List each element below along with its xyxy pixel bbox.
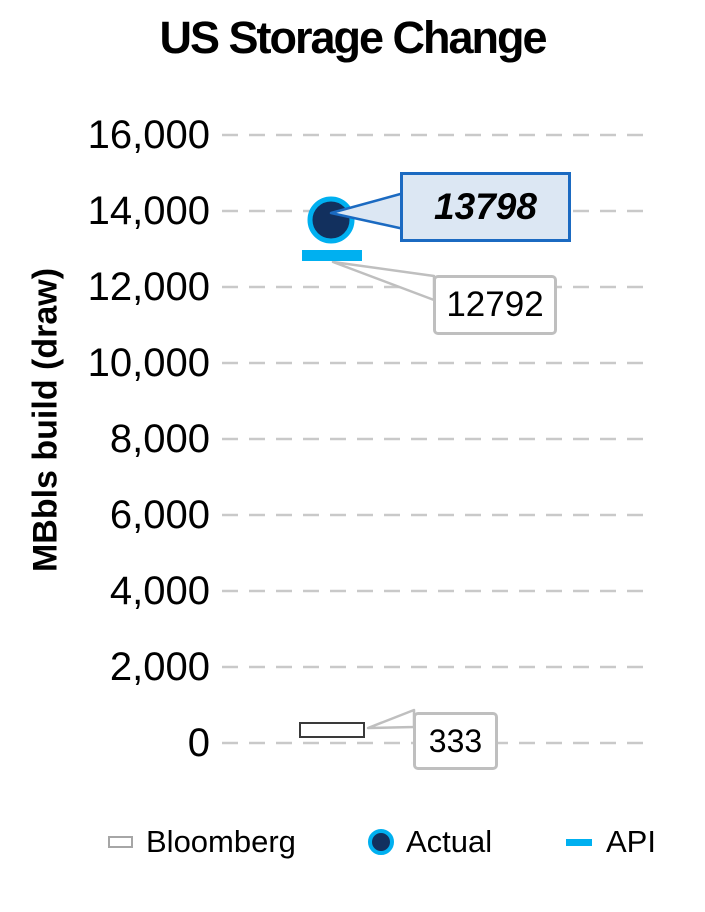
chart-title: US Storage Change (159, 12, 547, 63)
legend-label-api: API (606, 824, 656, 859)
data-label-actual-value: 13798 (434, 186, 537, 227)
legend-item-bloomberg: Bloomberg (108, 822, 296, 862)
callout-leader-api (331, 260, 436, 302)
y-tick-label: 4,000 (109, 569, 210, 613)
gridlines (222, 133, 648, 745)
y-tick-label: 2,000 (109, 645, 210, 689)
bloomberg-bar (299, 722, 365, 738)
y-tick-label: 14,000 (87, 189, 210, 233)
data-label-actual: 13798 (400, 172, 571, 242)
y-tick-label: 16,000 (87, 113, 210, 157)
data-label-api-value: 12792 (446, 285, 544, 324)
callout-leader-bloomberg (366, 708, 416, 730)
actual-circle-swatch-icon (368, 829, 394, 855)
api-dash-marker (302, 250, 362, 261)
api-dash-swatch-icon (566, 838, 592, 846)
actual-point-marker (307, 196, 355, 244)
y-tick-label: 10,000 (87, 341, 210, 385)
y-tick-label: 12,000 (87, 265, 210, 309)
y-tick-label: 8,000 (109, 417, 210, 461)
bloomberg-bar-swatch-icon (108, 836, 133, 848)
y-tick-label: 0 (187, 721, 210, 765)
legend-label-actual: Actual (406, 824, 493, 859)
data-label-bloomberg-value: 333 (428, 722, 483, 759)
data-label-api: 12792 (433, 275, 557, 335)
legend-item-api: API (566, 822, 656, 862)
legend-item-actual: Actual (368, 822, 492, 862)
legend-label-bloomberg: Bloomberg (146, 824, 296, 859)
y-tick-label: 6,000 (109, 493, 210, 537)
data-label-bloomberg: 333 (413, 712, 498, 770)
